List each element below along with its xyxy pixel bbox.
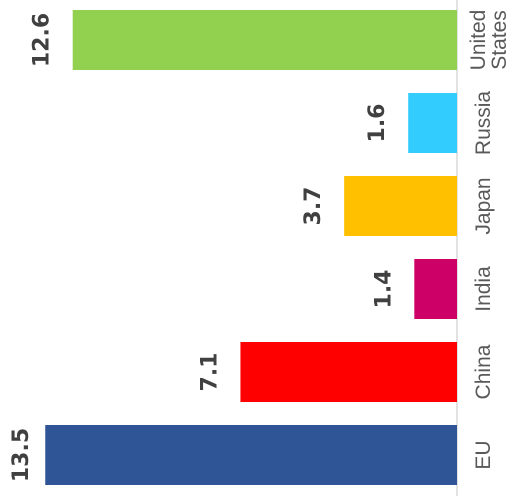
bar-china <box>240 342 457 402</box>
category-label-china: China <box>472 344 495 399</box>
category-label-eu: EU <box>472 440 495 469</box>
value-label-india: 1.4 <box>371 270 396 309</box>
bar-eu <box>45 425 457 485</box>
bar-india <box>414 259 457 319</box>
category-label-japan: Japan <box>472 177 495 234</box>
value-label-eu: 13.5 <box>9 428 34 482</box>
value-label-united-states: 12.6 <box>30 13 55 67</box>
bar-united-states <box>72 10 457 70</box>
bar-japan <box>344 176 457 236</box>
category-label-india: India <box>472 266 495 312</box>
value-label-japan: 3.7 <box>301 187 326 226</box>
value-label-china: 7.1 <box>197 353 222 392</box>
value-label-russia: 1.6 <box>365 104 390 143</box>
category-label-russia: Russia <box>472 91 495 156</box>
category-label-united-states: UnitedStates <box>467 10 511 71</box>
bar-russia <box>408 93 457 153</box>
